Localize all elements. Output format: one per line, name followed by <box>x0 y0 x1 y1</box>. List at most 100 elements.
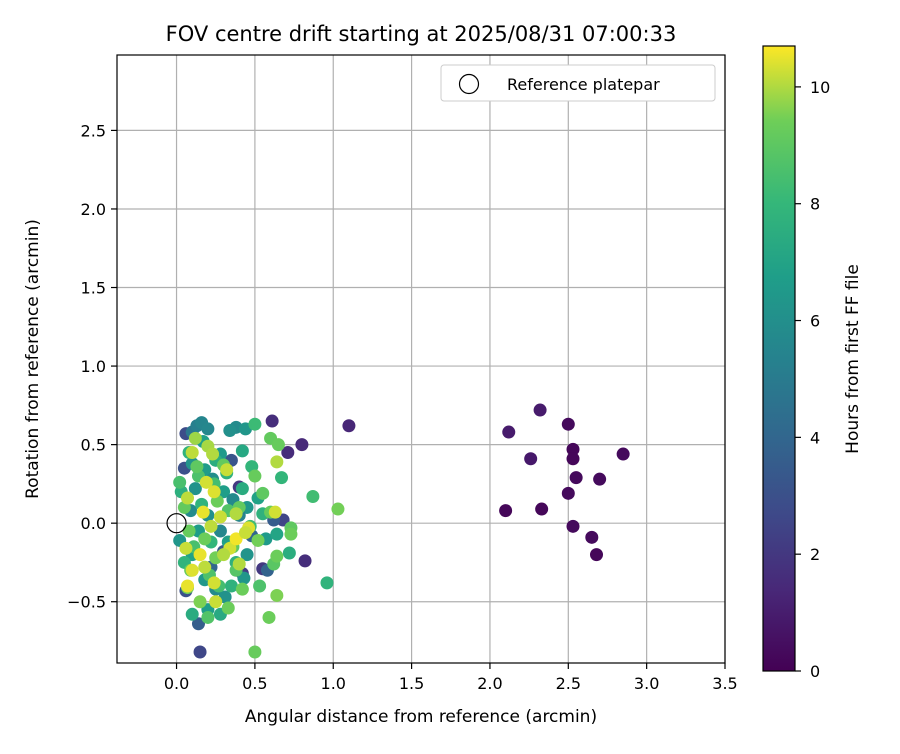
data-point <box>282 546 296 560</box>
data-point <box>221 601 235 615</box>
data-point <box>181 491 195 505</box>
data-point <box>533 403 547 417</box>
data-point <box>185 607 199 621</box>
colorbar-gradient <box>762 45 796 672</box>
legend: Reference platepar <box>440 64 716 102</box>
data-point <box>181 579 195 593</box>
data-point <box>198 532 212 546</box>
data-point <box>201 422 215 436</box>
data-point <box>235 482 249 496</box>
data-point <box>235 582 249 596</box>
data-point <box>275 471 289 485</box>
data-point <box>185 445 199 459</box>
data-point <box>220 463 234 477</box>
data-point <box>295 438 309 452</box>
data-point <box>248 645 262 659</box>
data-point <box>251 533 265 547</box>
data-point <box>223 423 237 437</box>
data-point <box>281 445 295 459</box>
data-point <box>256 486 270 500</box>
y-tick-label: 1.0 <box>81 357 106 376</box>
data-point <box>270 588 284 602</box>
data-point <box>207 576 221 590</box>
data-point <box>188 482 202 496</box>
colorbar-tick-label: 0 <box>810 662 820 681</box>
data-point <box>188 431 202 445</box>
data-point <box>209 595 223 609</box>
data-point <box>284 527 298 541</box>
data-point <box>566 442 580 456</box>
y-tick-label: 0.0 <box>81 514 106 533</box>
data-point <box>207 485 221 499</box>
y-tick-label: 2.5 <box>81 121 106 140</box>
data-point <box>206 447 220 461</box>
x-tick-label: 1.0 <box>321 674 346 693</box>
data-point <box>193 645 207 659</box>
data-point <box>217 485 231 499</box>
y-axis-label: Rotation from reference (arcmin) <box>23 219 43 499</box>
data-point <box>566 519 580 533</box>
data-point <box>196 505 210 519</box>
data-point <box>199 475 213 489</box>
data-point <box>182 524 196 538</box>
data-point <box>229 532 243 546</box>
x-tick-label: 0.5 <box>242 674 267 693</box>
data-point <box>238 526 252 540</box>
data-point <box>566 452 580 466</box>
colorbar-tick-label: 10 <box>810 78 830 97</box>
y-tick-label: 0.5 <box>81 436 106 455</box>
data-point <box>229 507 243 521</box>
x-tick-label: 2.0 <box>477 674 502 693</box>
x-tick-label: 1.5 <box>399 674 424 693</box>
colorbar-tick-label: 8 <box>810 195 820 214</box>
data-point <box>217 548 231 562</box>
data-point <box>235 444 249 458</box>
data-point <box>268 505 282 519</box>
data-point <box>224 579 238 593</box>
x-axis-ticks: 0.0 0.5 1.0 1.5 2.0 2.5 3.0 3.5 <box>164 663 738 693</box>
y-axis-ticks: −0.5 0.0 0.5 1.0 1.5 2.0 2.5 <box>67 121 117 612</box>
legend-open-circle-marker <box>458 73 480 95</box>
data-point <box>193 595 207 609</box>
data-point <box>616 447 630 461</box>
data-point <box>499 504 513 518</box>
data-point <box>342 419 356 433</box>
data-point <box>201 610 215 624</box>
data-points <box>173 403 630 659</box>
chart-title: FOV centre drift starting at 2025/08/31 … <box>166 22 677 46</box>
data-point <box>270 455 284 469</box>
data-point <box>232 557 246 571</box>
colorbar-tick-label: 4 <box>810 428 820 447</box>
data-point <box>198 560 212 574</box>
data-point <box>270 527 284 541</box>
colorbar: 0 2 4 6 8 10 Hours from first FF file <box>762 45 863 681</box>
data-point <box>306 489 320 503</box>
data-point <box>561 486 575 500</box>
data-point <box>262 610 276 624</box>
data-point <box>190 460 204 474</box>
data-point <box>248 417 262 431</box>
data-point <box>179 541 193 555</box>
reference-marker-group <box>166 513 187 534</box>
data-point <box>590 548 604 562</box>
data-point <box>173 475 187 489</box>
data-point <box>535 502 549 516</box>
data-point <box>331 502 345 516</box>
x-tick-label: 0.0 <box>164 674 189 693</box>
data-point <box>253 579 267 593</box>
data-point <box>204 519 218 533</box>
data-point <box>248 469 262 483</box>
data-point <box>191 617 205 631</box>
data-point <box>502 425 516 439</box>
plot-frame <box>116 54 726 664</box>
data-point <box>561 417 575 431</box>
data-point <box>270 549 284 563</box>
data-point <box>265 414 279 428</box>
data-point <box>298 554 312 568</box>
data-point <box>193 548 207 562</box>
legend-label-reference: Reference platepar <box>507 75 660 94</box>
data-point <box>213 510 227 524</box>
data-point <box>593 472 607 486</box>
data-point <box>320 576 334 590</box>
